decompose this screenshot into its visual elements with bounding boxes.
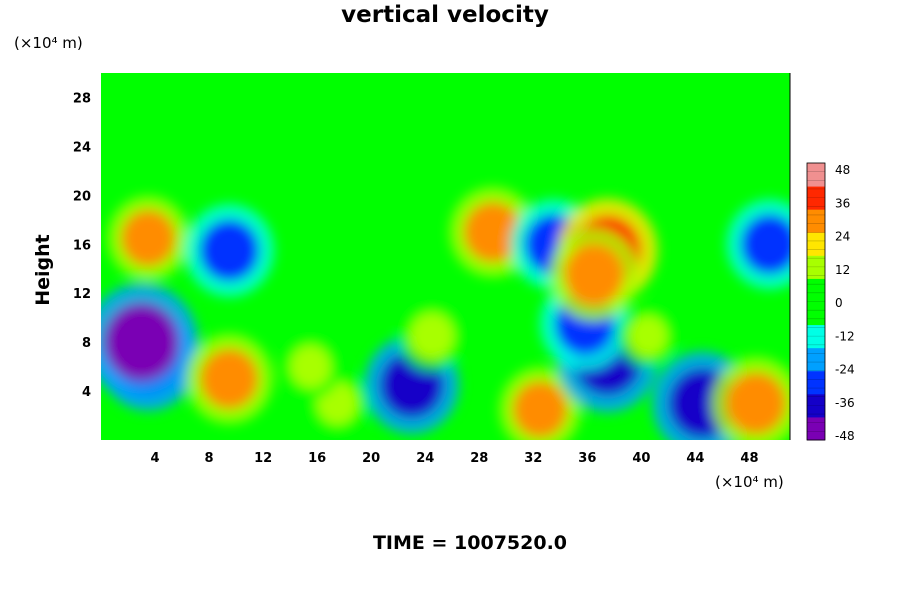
colorbar-swatch (807, 186, 825, 210)
field-feature (289, 344, 332, 389)
colorbar-tick-label: 48 (835, 163, 850, 177)
field-feature (121, 210, 176, 267)
colorbar-swatch (807, 324, 825, 349)
x-tick-label: 4 (151, 451, 160, 466)
colorbar-swatch (807, 301, 825, 326)
field-feature (199, 219, 260, 282)
x-tick-label: 40 (632, 451, 650, 466)
field-feature (200, 348, 259, 409)
field-feature (726, 372, 786, 435)
colorbar-swatch (807, 347, 825, 372)
colorbar-swatch (807, 232, 825, 256)
y-tick-label: 16 (73, 238, 91, 253)
x-tick-label: 20 (362, 451, 380, 466)
colorbar-swatch (807, 209, 825, 233)
colorbar-tick-label: 12 (835, 263, 850, 277)
x-tick-label: 28 (470, 451, 488, 466)
x-tick-label: 8 (205, 451, 214, 466)
velocity-field (101, 187, 790, 440)
colorbar-tick-label: -36 (835, 396, 855, 410)
colorbar-swatch (807, 163, 825, 187)
field-feature (564, 243, 624, 306)
y-axis-unit: (×10⁴ m) (14, 34, 83, 52)
y-axis: 4 8 12 16 20 24 28 (73, 91, 91, 400)
field-feature (409, 312, 455, 360)
time-label: TIME = 1007520.0 (372, 532, 568, 554)
x-tick-label: 12 (254, 451, 272, 466)
y-tick-label: 24 (73, 140, 91, 155)
field-feature (513, 381, 568, 438)
x-tick-label: 44 (686, 451, 704, 466)
field-feature (628, 315, 668, 357)
x-tick-label: 16 (308, 451, 326, 466)
x-axis: 4 8 12 16 20 24 28 32 36 40 44 48 (151, 451, 759, 466)
colorbar-tick-label: -48 (835, 429, 855, 443)
x-tick-label: 48 (740, 451, 758, 466)
colorbar-swatch (807, 370, 825, 395)
field-feature (463, 202, 522, 263)
chart-title: vertical velocity (341, 2, 549, 28)
colorbar-swatch (807, 416, 825, 441)
y-tick-label: 4 (82, 385, 91, 400)
x-tick-label: 36 (578, 451, 596, 466)
colorbar-swatch (807, 278, 825, 302)
y-tick-label: 28 (73, 91, 91, 106)
x-axis-unit: (×10⁴ m) (715, 473, 784, 491)
colorbar-swatch (807, 393, 825, 418)
y-tick-label: 20 (73, 189, 91, 204)
x-tick-label: 24 (416, 451, 434, 466)
colorbar-frame (806, 162, 826, 441)
colorbar-tick-label: 36 (835, 196, 850, 210)
colorbar-swatch (807, 255, 825, 279)
field-feature (740, 214, 790, 275)
field-feature (103, 302, 180, 382)
colorbar: 48 36 24 12 0 -12 -24 -36 -48 (806, 162, 855, 443)
y-tick-label: 12 (73, 287, 91, 302)
colorbar-tick-label: 0 (835, 296, 843, 310)
colorbar-tick-label: -24 (835, 363, 855, 377)
colorbar-tick-label: -12 (835, 329, 855, 343)
y-tick-label: 8 (82, 336, 91, 351)
colorbar-tick-label: 24 (835, 230, 850, 244)
x-tick-label: 32 (524, 451, 542, 466)
